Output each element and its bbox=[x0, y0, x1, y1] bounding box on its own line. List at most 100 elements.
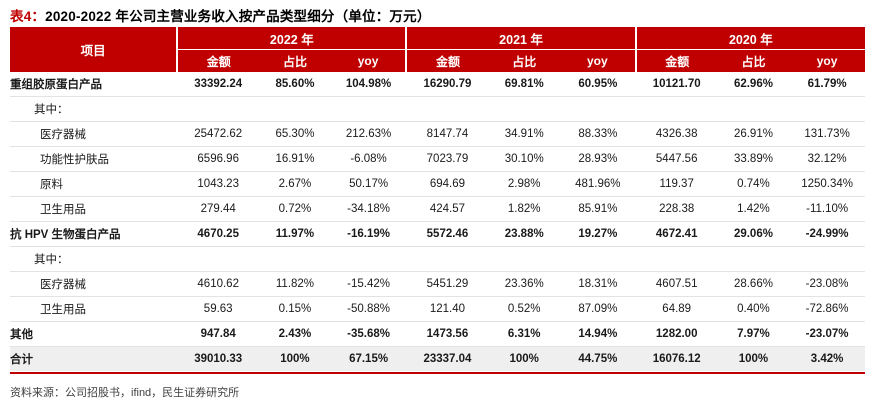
table-head: 项目 2022 年 2021 年 2020 年 金额 占比 yoy 金额 占比 … bbox=[10, 27, 865, 72]
table-row: 抗 HPV 生物蛋白产品 4670.25 11.97% -16.19% 5572.46 2… bbox=[10, 221, 865, 247]
header-year-2020: 2020 年 bbox=[634, 27, 865, 50]
row-cell: 5572.46 bbox=[406, 221, 489, 247]
row-label: 其他 bbox=[10, 321, 178, 347]
row-cell: 28.93% bbox=[559, 146, 636, 172]
page-title: 表4：2020-2022 年公司主营业务收入按产品类型细分（单位：万元） bbox=[10, 5, 431, 25]
row-cell: 947.84 bbox=[177, 321, 260, 347]
row-cell bbox=[717, 246, 790, 272]
header-2022-amount: 金额 bbox=[176, 49, 260, 72]
header-2021-amount: 金额 bbox=[405, 49, 489, 72]
row-cell: 11.82% bbox=[259, 271, 331, 297]
row-cell bbox=[488, 246, 560, 272]
table-row: 医疗器械 25472.62 65.30% 212.63% 8147.74 34.91% 88… bbox=[10, 121, 865, 147]
row-cell: 85.60% bbox=[259, 72, 331, 97]
row-cell bbox=[330, 96, 407, 122]
row-cell: 100% bbox=[488, 346, 560, 371]
table-header-sub-row: 金额 占比 yoy 金额 占比 yoy 金额 占比 yoy bbox=[10, 49, 865, 72]
row-label: 卫生用品 bbox=[10, 196, 178, 222]
row-cell: 23.36% bbox=[488, 271, 560, 297]
table-bottom-rule bbox=[10, 372, 865, 374]
row-cell: 4607.51 bbox=[635, 271, 718, 297]
row-cell: 2.67% bbox=[259, 171, 331, 197]
row-cell: -23.08% bbox=[789, 271, 865, 297]
row-cell bbox=[488, 96, 560, 122]
row-label: 原料 bbox=[10, 171, 178, 197]
header-2021-share: 占比 bbox=[488, 49, 560, 72]
row-cell bbox=[559, 246, 636, 272]
row-cell: 7023.79 bbox=[406, 146, 489, 172]
row-cell: 25472.62 bbox=[177, 121, 260, 147]
row-cell: 0.74% bbox=[717, 171, 790, 197]
row-cell bbox=[177, 246, 260, 272]
row-cell: 65.30% bbox=[259, 121, 331, 147]
row-cell: 6.31% bbox=[488, 321, 560, 347]
row-cell: 28.66% bbox=[717, 271, 790, 297]
row-cell: 26.91% bbox=[717, 121, 790, 147]
row-cell bbox=[559, 96, 636, 122]
row-cell: 88.33% bbox=[559, 121, 636, 147]
row-cell: 1250.34% bbox=[789, 171, 865, 197]
row-cell: 33392.24 bbox=[177, 72, 260, 97]
row-cell: -34.18% bbox=[330, 196, 407, 222]
row-cell: 30.10% bbox=[488, 146, 560, 172]
row-cell: 5447.56 bbox=[635, 146, 718, 172]
title-number: 表4： bbox=[10, 9, 46, 24]
header-2021-yoy: yoy bbox=[559, 49, 636, 72]
row-cell: 8147.74 bbox=[406, 121, 489, 147]
row-cell: 18.31% bbox=[559, 271, 636, 297]
row-cell: 16076.12 bbox=[635, 346, 718, 371]
row-cell: 1.82% bbox=[488, 196, 560, 222]
row-cell: 4672.41 bbox=[635, 221, 718, 247]
row-cell: 1.42% bbox=[717, 196, 790, 222]
row-cell bbox=[635, 246, 718, 272]
table-row: 其他 947.84 2.43% -35.68% 1473.56 6.31% 14.94% 12… bbox=[10, 321, 865, 347]
row-cell: 119.37 bbox=[635, 171, 718, 197]
row-label: 医疗器械 bbox=[10, 121, 178, 147]
row-cell bbox=[406, 246, 489, 272]
header-item: 项目 bbox=[10, 27, 178, 72]
row-cell: 7.97% bbox=[717, 321, 790, 347]
row-cell: 2.43% bbox=[259, 321, 331, 347]
row-cell: 279.44 bbox=[177, 196, 260, 222]
row-cell: 131.73% bbox=[789, 121, 865, 147]
row-cell: 19.27% bbox=[559, 221, 636, 247]
row-cell: 3.42% bbox=[789, 346, 865, 371]
row-cell: 59.63 bbox=[177, 296, 260, 322]
row-cell: 32.12% bbox=[789, 146, 865, 172]
row-cell: 11.97% bbox=[259, 221, 331, 247]
row-cell bbox=[406, 96, 489, 122]
row-label: 功能性护肤品 bbox=[10, 146, 178, 172]
row-cell: 69.81% bbox=[488, 72, 560, 97]
row-cell: 67.15% bbox=[330, 346, 407, 371]
row-cell: -35.68% bbox=[330, 321, 407, 347]
row-cell: 62.96% bbox=[717, 72, 790, 97]
row-cell: -11.10% bbox=[789, 196, 865, 222]
row-cell: 0.72% bbox=[259, 196, 331, 222]
table-row: 原料 1043.23 2.67% 50.17% 694.69 2.98% 481.96% 11… bbox=[10, 171, 865, 197]
header-2022-yoy: yoy bbox=[330, 49, 407, 72]
table-row: 合计 39010.33 100% 67.15% 23337.04 100% 44.75% 16… bbox=[10, 346, 865, 371]
table-body: 重组胶原蛋白产品 33392.24 85.60% 104.98% 16290.79 69.… bbox=[10, 72, 865, 371]
row-cell: 100% bbox=[259, 346, 331, 371]
row-cell: 61.79% bbox=[789, 72, 865, 97]
row-cell bbox=[259, 246, 331, 272]
row-cell: 6596.96 bbox=[177, 146, 260, 172]
row-cell: 16290.79 bbox=[406, 72, 489, 97]
row-cell: 100% bbox=[717, 346, 790, 371]
row-cell: 39010.33 bbox=[177, 346, 260, 371]
row-cell: 4326.38 bbox=[635, 121, 718, 147]
table-row: 卫生用品 59.63 0.15% -50.88% 121.40 0.52% 87.09% 64… bbox=[10, 296, 865, 322]
row-cell bbox=[789, 246, 865, 272]
row-cell bbox=[717, 96, 790, 122]
row-cell: 23337.04 bbox=[406, 346, 489, 371]
row-cell: 10121.70 bbox=[635, 72, 718, 97]
table-row: 医疗器械 4610.62 11.82% -15.42% 5451.29 23.36% 18.… bbox=[10, 271, 865, 297]
row-cell bbox=[259, 96, 331, 122]
row-label: 其中： bbox=[10, 96, 178, 122]
row-cell: -24.99% bbox=[789, 221, 865, 247]
header-year-2022: 2022 年 bbox=[176, 27, 407, 50]
row-cell: -23.07% bbox=[789, 321, 865, 347]
table-row: 其中： bbox=[10, 246, 865, 272]
row-cell: 424.57 bbox=[406, 196, 489, 222]
title-text: 2020-2022 年公司主营业务收入按产品类型细分（单位：万元） bbox=[45, 9, 431, 24]
